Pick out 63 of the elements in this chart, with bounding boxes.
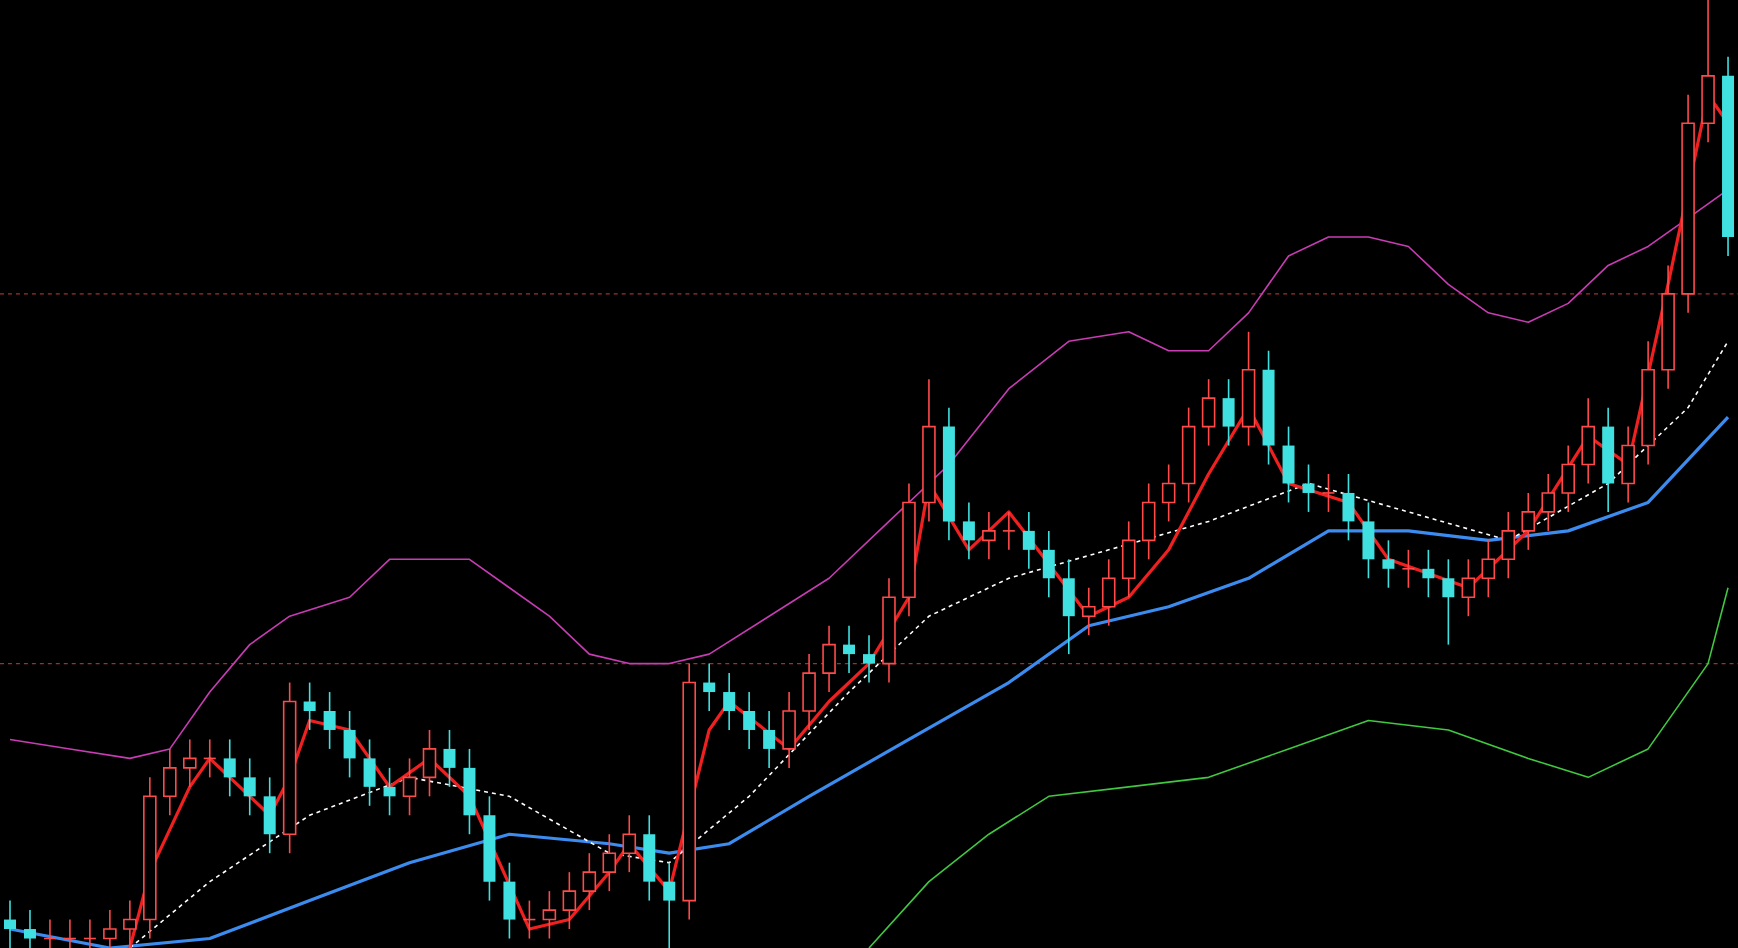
candlestick — [363, 738, 376, 807]
candlestick — [1501, 511, 1516, 580]
candlestick — [1002, 511, 1016, 551]
candlestick — [1521, 492, 1536, 551]
candlestick — [1621, 425, 1635, 504]
candlestick — [503, 861, 516, 940]
candlestick — [562, 871, 577, 930]
candlestick — [422, 729, 437, 798]
candlestick — [243, 757, 256, 817]
candlestick — [1321, 473, 1336, 513]
candlestick — [1062, 558, 1075, 655]
candlestick — [962, 501, 975, 561]
candlestick — [1362, 501, 1375, 580]
candlestick — [1442, 558, 1455, 646]
candlestick — [383, 767, 396, 817]
candlestick — [1541, 473, 1556, 532]
candlestick — [1561, 444, 1575, 513]
candlestick — [763, 710, 776, 769]
candlestick — [263, 776, 276, 854]
candlestick — [723, 672, 736, 731]
candlestick — [1081, 586, 1096, 636]
candlestick — [1222, 378, 1235, 447]
candlestick — [182, 738, 197, 788]
candlestick — [582, 852, 597, 911]
candlestick — [1302, 463, 1315, 513]
candlestick — [1121, 520, 1136, 599]
candlestick — [303, 681, 316, 731]
candlestick — [23, 909, 36, 948]
candlestick — [602, 833, 617, 892]
candlestick — [802, 653, 816, 731]
candlestick — [443, 729, 456, 788]
candlestick — [782, 691, 796, 769]
candlestick — [3, 899, 16, 948]
candlestick — [1101, 558, 1116, 627]
candlestick — [982, 511, 996, 561]
candlestick — [1201, 378, 1216, 447]
candlestick — [402, 757, 417, 817]
candlestick — [643, 814, 656, 902]
candlestick — [1022, 511, 1035, 570]
candlestick — [323, 691, 336, 750]
candlestick — [1461, 558, 1476, 617]
candlestick — [663, 861, 676, 948]
candlestick — [1382, 539, 1395, 589]
candlestick — [1481, 539, 1496, 599]
candlestick — [163, 748, 177, 817]
candlestick — [822, 624, 836, 693]
candlestick — [1342, 473, 1355, 542]
candlestick — [843, 624, 856, 674]
candlestick — [343, 710, 356, 779]
candlestick — [1141, 482, 1156, 561]
candlestick — [1581, 397, 1595, 485]
candlestick — [463, 748, 476, 836]
candlestick — [1282, 425, 1295, 504]
candlestick — [703, 662, 716, 712]
candlestick — [1161, 463, 1176, 523]
candlestick — [863, 634, 875, 684]
candlestick — [1042, 530, 1055, 599]
candlestick — [542, 890, 557, 940]
candlestick — [743, 691, 756, 750]
candlestick — [1422, 549, 1435, 599]
candlestick — [622, 814, 637, 873]
candlestick — [223, 738, 236, 798]
candlestick — [1401, 549, 1416, 589]
